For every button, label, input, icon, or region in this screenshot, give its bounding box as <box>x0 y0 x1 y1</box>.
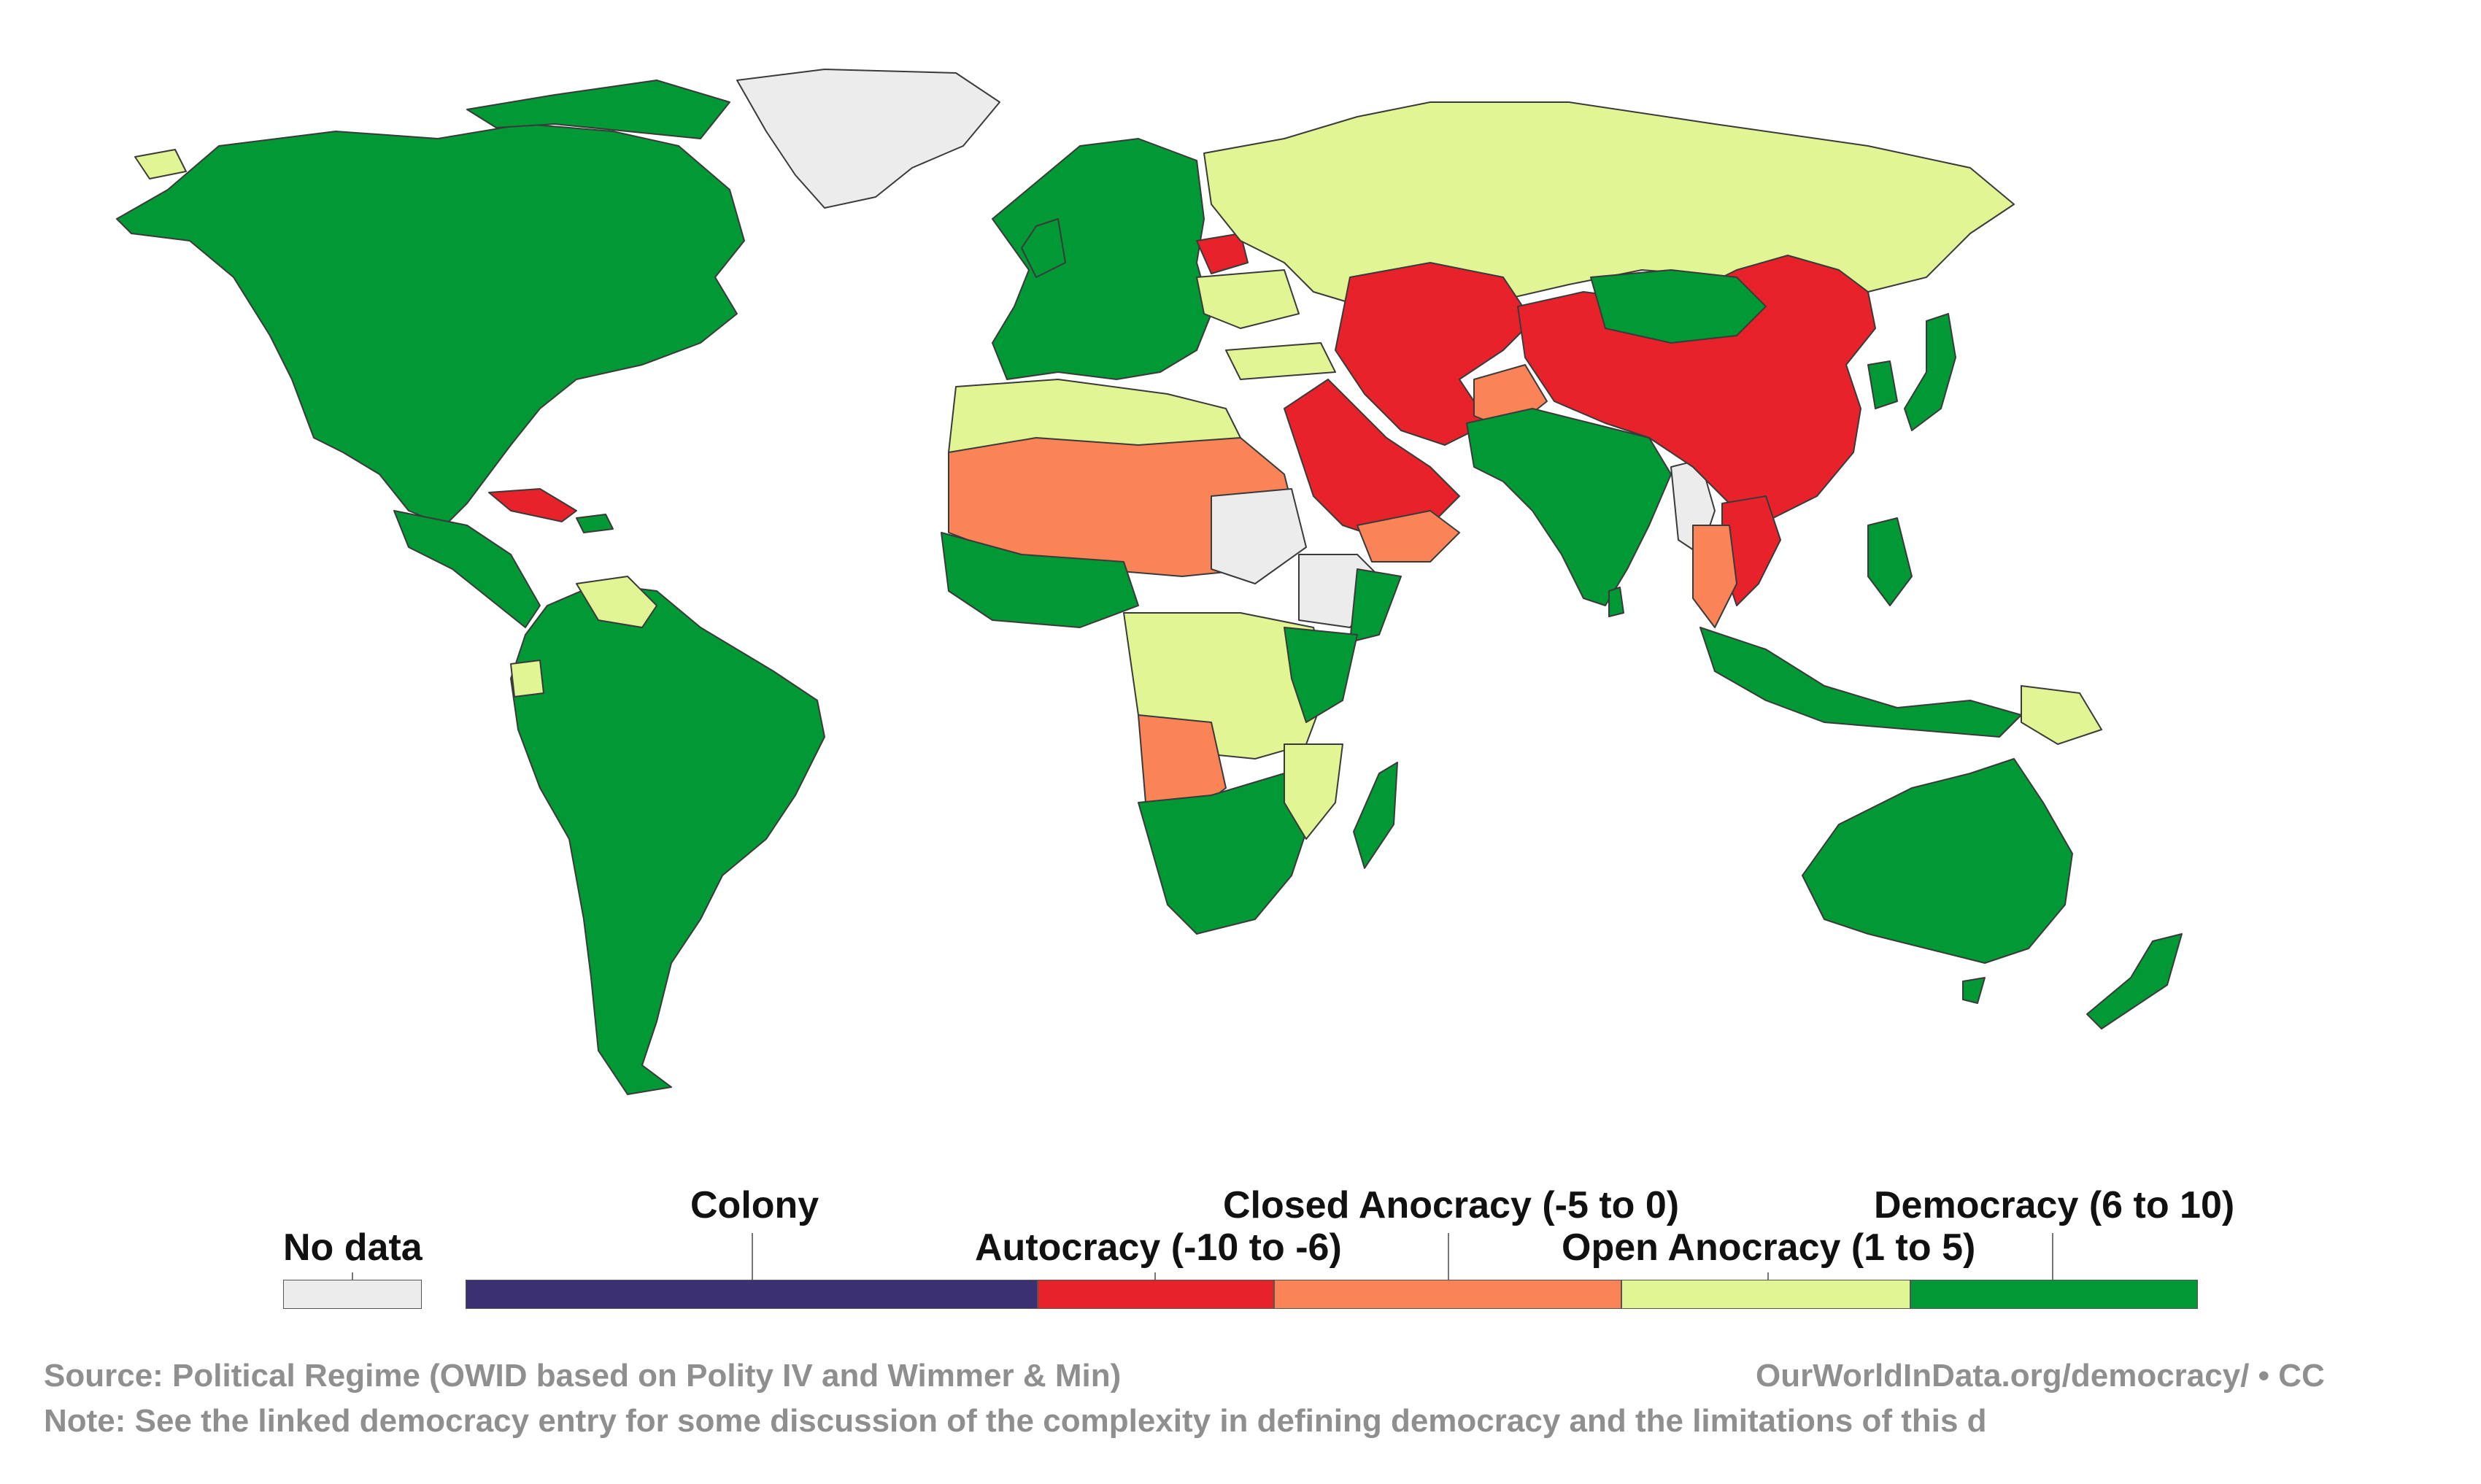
legend-leader-autocracy <box>1154 1272 1156 1280</box>
region-somalia <box>1349 568 1402 643</box>
region-uk <box>1021 218 1066 278</box>
region-australia <box>1802 758 2073 964</box>
region-madagascar <box>1353 762 1398 869</box>
region-mongolia <box>1590 269 1767 344</box>
legend-swatch-democracy <box>1910 1280 2198 1309</box>
world-map <box>116 69 2183 1095</box>
region-japan <box>1904 313 1956 431</box>
region-guyana-islet <box>510 660 544 697</box>
region-indonesia <box>1699 627 2022 738</box>
legend-leader-no-data <box>352 1272 353 1280</box>
region-sudan <box>1211 488 1307 584</box>
region-south-america <box>510 583 825 1095</box>
region-png <box>2021 685 2102 745</box>
region-thailand <box>1692 525 1737 628</box>
legend-label-open-anocracy: Open Anocracy (1 to 5) <box>1562 1226 1976 1269</box>
legend-label-closed-anocracy: Closed Anocracy (-5 to 0) <box>1223 1184 1680 1226</box>
region-middle-east <box>1284 379 1460 541</box>
legend-swatch-closed-anocracy <box>1274 1280 1621 1309</box>
region-korea <box>1867 360 1898 409</box>
region-west-africa <box>941 532 1139 628</box>
legend-label-democracy: Democracy (6 to 10) <box>1874 1184 2235 1226</box>
legend-label-autocracy: Autocracy (-10 to -6) <box>975 1226 1342 1269</box>
region-central-america <box>393 510 541 628</box>
region-new-zealand <box>2086 933 2183 1029</box>
region-south-asia <box>1466 408 1672 606</box>
legend-swatch-colony <box>466 1280 1038 1309</box>
region-mozambique <box>1284 743 1343 840</box>
legend-swatch-autocracy <box>1038 1280 1274 1309</box>
region-hispaniola <box>576 514 614 533</box>
region-arctic-islands <box>466 80 730 139</box>
region-europe <box>992 138 1212 380</box>
region-yemen-oman <box>1357 510 1460 563</box>
region-guiana-shield <box>576 576 657 628</box>
region-philippines <box>1867 517 1913 606</box>
legend-leader-colony <box>752 1233 753 1280</box>
region-east-africa <box>1284 627 1358 723</box>
region-belarus <box>1196 233 1249 274</box>
region-tasmania <box>1962 977 1986 1004</box>
region-cuba <box>488 488 577 522</box>
region-ukraine <box>1196 269 1300 329</box>
region-turkey <box>1225 342 1336 380</box>
region-greenland <box>736 69 1000 209</box>
source-text: Source: Political Regime (OWID based on … <box>44 1358 1122 1394</box>
note-text: Note: See the linked democracy entry for… <box>44 1403 1987 1439</box>
region-sri-lanka <box>1608 587 1624 617</box>
region-north-america <box>116 123 745 526</box>
region-southern-africa <box>1138 773 1314 935</box>
legend-label-no-data: No data <box>283 1226 422 1269</box>
legend-swatch-open-anocracy <box>1621 1280 1910 1309</box>
legend-leader-democracy <box>2052 1233 2053 1280</box>
legend-leader-open-anocracy <box>1767 1272 1769 1280</box>
legend-leader-closed-anocracy <box>1448 1233 1449 1280</box>
region-alaska-islet <box>134 149 187 179</box>
legend-swatch-no-data <box>283 1280 422 1309</box>
source-url-link[interactable]: OurWorldInData.org/democracy/ • CC <box>1756 1358 2325 1394</box>
legend-label-colony: Colony <box>690 1184 819 1226</box>
